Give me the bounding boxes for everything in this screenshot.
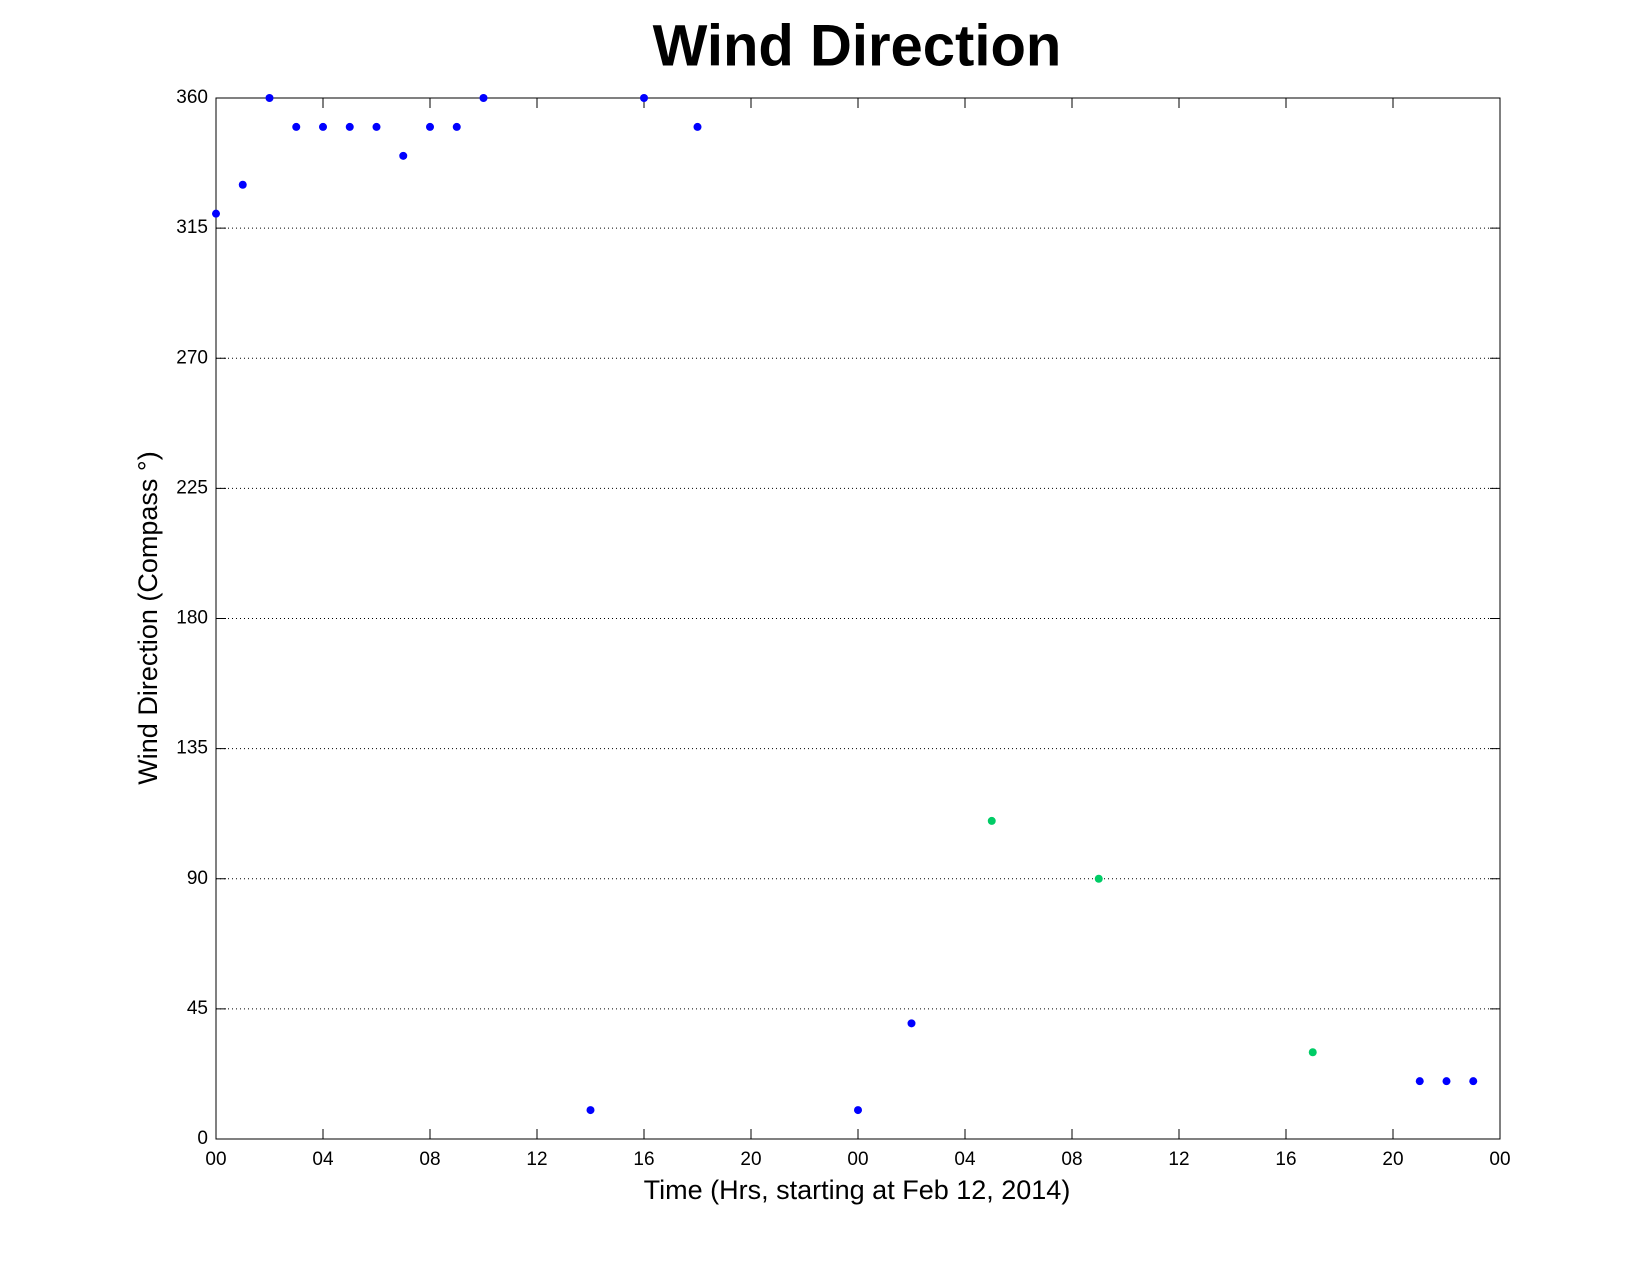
point (1094, 874, 1103, 883)
y-tick-label: 135 (176, 738, 208, 759)
point (319, 122, 327, 131)
point (292, 122, 301, 131)
point (479, 94, 488, 102)
y-tick-label: 180 (176, 608, 208, 629)
point (854, 1106, 862, 1115)
y-tick-label: 315 (176, 217, 208, 238)
point (693, 122, 702, 131)
point (586, 1106, 595, 1115)
y-tick-label: 90 (187, 868, 208, 889)
point (238, 180, 247, 189)
x-axis-label: Time (Hrs, starting at Feb 12, 2014) (644, 1175, 1071, 1205)
y-tick-label: 0 (197, 1128, 208, 1149)
point (987, 816, 996, 825)
point (265, 94, 274, 102)
x-tick-label: 12 (526, 1149, 547, 1170)
x-tick-label: 12 (1168, 1149, 1189, 1170)
point (452, 122, 461, 131)
x-tick-label: 08 (419, 1149, 440, 1170)
point (1415, 1077, 1424, 1086)
x-tick-label: 00 (847, 1149, 868, 1170)
point (1308, 1048, 1317, 1057)
x-tick-label: 04 (954, 1149, 976, 1170)
x-tick-label: 08 (1061, 1149, 1082, 1170)
x-tick-label: 20 (740, 1149, 761, 1170)
point (372, 122, 381, 131)
x-tick-label: 00 (205, 1149, 226, 1170)
x-tick-label: 20 (1382, 1149, 1403, 1170)
x-tick-label: 16 (1275, 1149, 1296, 1170)
x-tick-label: 16 (633, 1149, 654, 1170)
y-tick-label: 270 (176, 347, 208, 368)
point (399, 151, 408, 160)
point (212, 209, 220, 218)
point (345, 122, 354, 131)
y-tick-label: 45 (187, 998, 208, 1019)
chart-title: Wind Direction (653, 13, 1062, 78)
y-axis-label: Wind Direction (Compass °) (133, 451, 163, 784)
point (1469, 1077, 1478, 1086)
plot-frame (215, 97, 1501, 1140)
point (640, 94, 648, 102)
x-tick-label: 00 (1489, 1149, 1510, 1170)
x-tick-label: 04 (312, 1149, 334, 1170)
point (1442, 1077, 1451, 1086)
y-tick-label: 225 (176, 477, 208, 498)
point (907, 1019, 916, 1028)
y-tick-label: 360 (176, 87, 208, 108)
point (426, 122, 434, 131)
